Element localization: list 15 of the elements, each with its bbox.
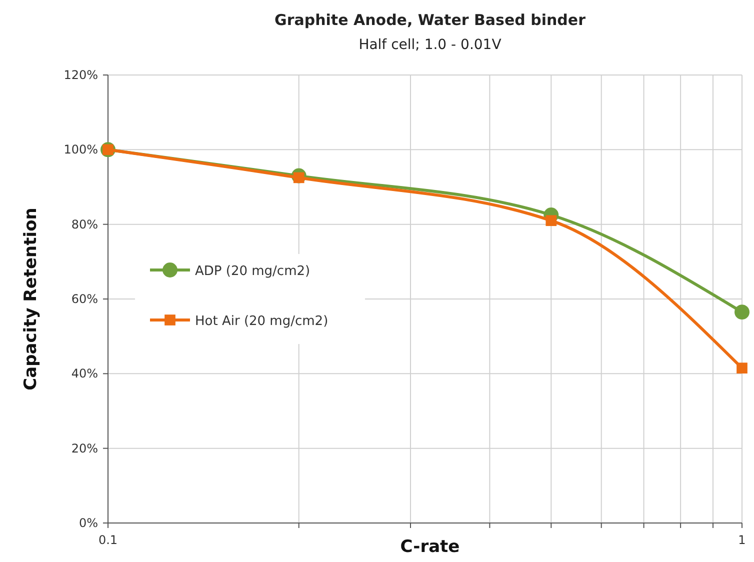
y-tick-label: 100% [64, 142, 98, 157]
y-tick-label: 20% [71, 441, 98, 456]
legend-label: Hot Air (20 mg/cm2) [195, 314, 328, 329]
legend-label: ADP (20 mg/cm2) [195, 264, 310, 279]
chart-subtitle: Half cell; 1.0 - 0.01V [358, 37, 502, 53]
y-tick-label: 40% [71, 366, 98, 381]
y-axis-title: Capacity Retention [21, 208, 41, 390]
x-axis-title: C-rate [400, 537, 460, 557]
x-tick-label: 1 [738, 533, 746, 547]
y-tick-label: 0% [78, 516, 98, 530]
y-tick-label: 80% [71, 217, 98, 232]
y-tick-label: 120% [64, 68, 98, 82]
x-tick-label: 0.1 [98, 533, 118, 547]
chart-title: Graphite Anode, Water Based binder [274, 11, 586, 29]
y-tick-label: 60% [71, 292, 98, 306]
